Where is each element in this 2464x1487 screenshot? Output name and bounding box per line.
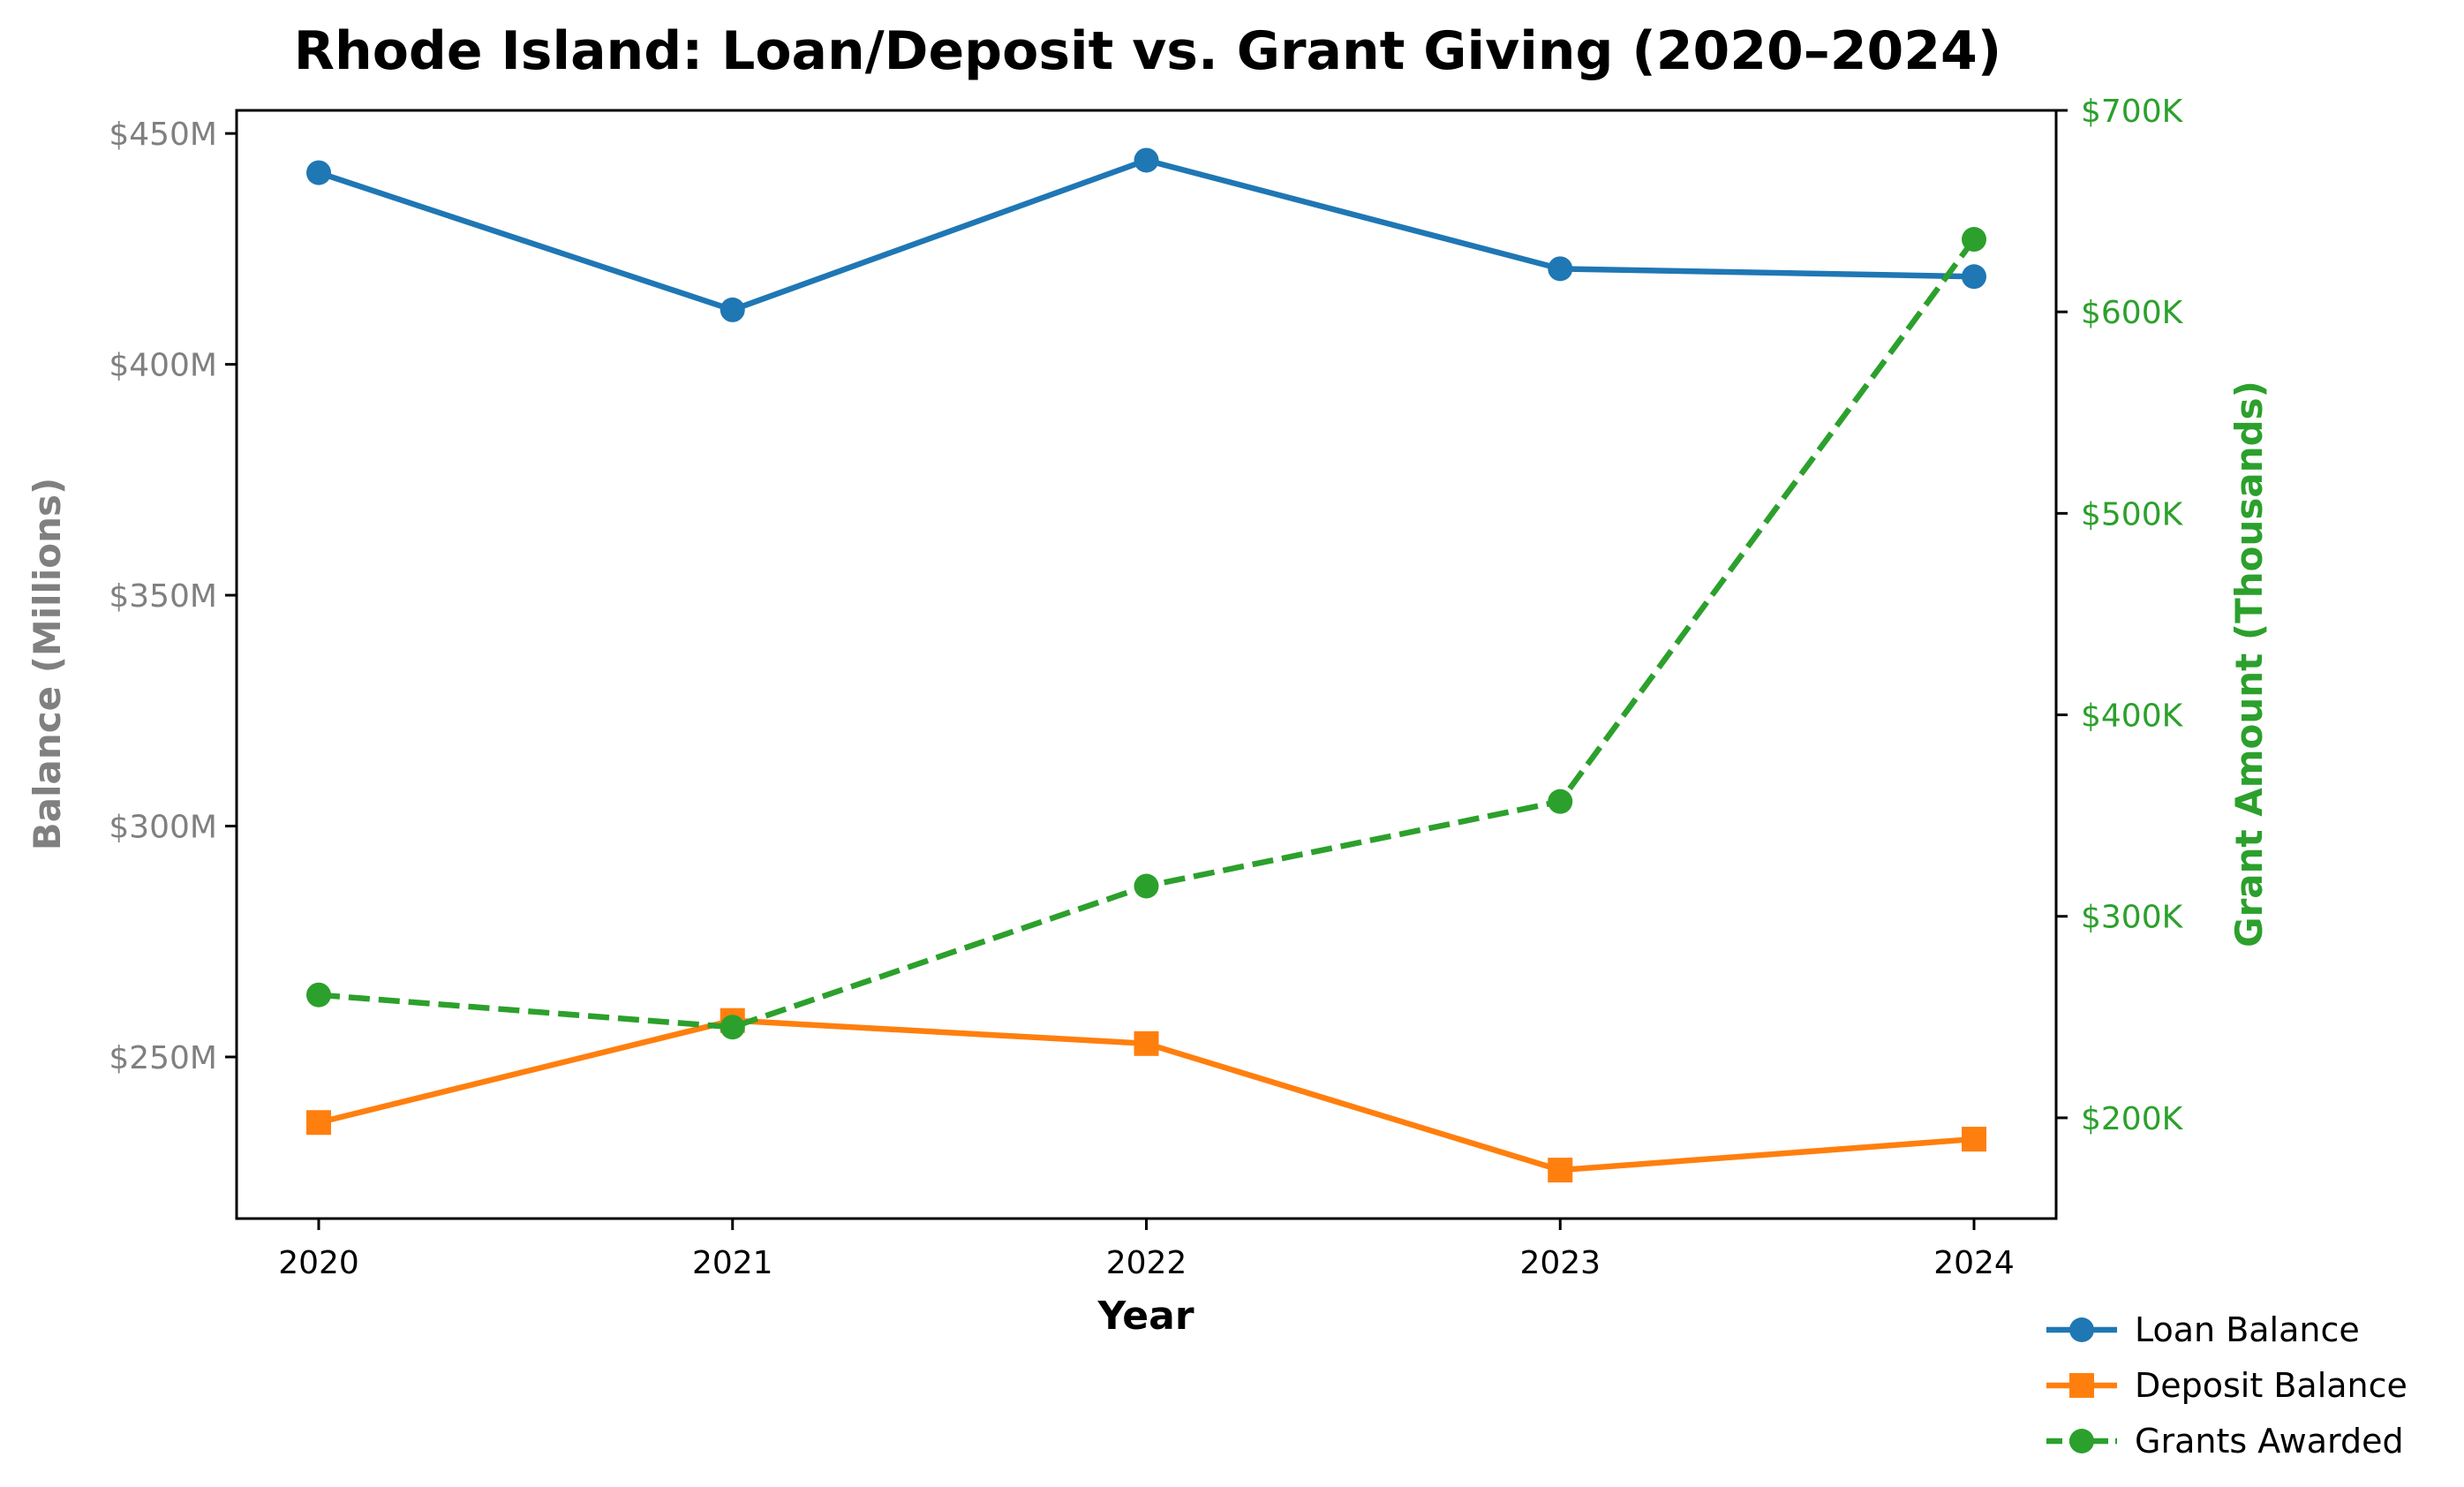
loan-balance-point xyxy=(306,160,331,185)
left-tick-label: $450M xyxy=(109,117,217,153)
grants-awarded-point xyxy=(1134,873,1159,899)
x-tick-label: 2023 xyxy=(1519,1245,1601,1281)
grants-awarded-point xyxy=(306,982,331,1008)
legend-item-deposit-balance: Deposit Balance xyxy=(2046,1366,2407,1405)
left-tick-label: $400M xyxy=(109,348,217,384)
right-axis-label: Grant Amount (Thousands) xyxy=(2227,381,2271,947)
loan-balance-point xyxy=(720,297,745,322)
left-tick-label: $350M xyxy=(109,578,217,615)
right-tick-label: $600K xyxy=(2081,295,2184,331)
loan-balance-point xyxy=(1962,264,1986,290)
legend: Loan Balance Deposit Balance Grants Awarde… xyxy=(2046,1310,2407,1461)
legend-marker xyxy=(2069,1373,2094,1398)
loan-balance-point xyxy=(1548,256,1573,282)
loan-balance-line xyxy=(317,157,1975,313)
left-tick-label: $250M xyxy=(109,1040,217,1076)
left-axis-label: Balance (Millions) xyxy=(26,478,69,851)
grants-awarded-point xyxy=(720,1015,745,1040)
right-tick-label: $700K xyxy=(2081,94,2184,130)
series-deposit-balance xyxy=(306,1008,1986,1183)
right-tick-label: $500K xyxy=(2081,496,2184,532)
x-tick-label: 2022 xyxy=(1106,1245,1187,1281)
grants-awarded-point xyxy=(1962,227,1986,253)
right-tick-label: $300K xyxy=(2081,900,2184,936)
loan-balance-point xyxy=(1134,147,1159,173)
grants-awarded-line xyxy=(318,238,1977,1030)
legend-label: Grants Awarded xyxy=(2135,1422,2404,1461)
legend-label: Deposit Balance xyxy=(2135,1366,2407,1405)
x-tick-label: 2021 xyxy=(692,1245,773,1281)
x-axis-label: Year xyxy=(1096,1294,1194,1339)
legend-item-loan-balance: Loan Balance xyxy=(2046,1310,2360,1349)
x-tick-label: 2024 xyxy=(1933,1245,2015,1281)
right-axis: $200K $300K $400K $500K $600K $700K xyxy=(2056,94,2184,1137)
chart-title: Rhode Island: Loan/Deposit vs. Grant Giv… xyxy=(294,20,2001,82)
deposit-balance-point xyxy=(306,1110,331,1136)
right-tick-label: $200K xyxy=(2081,1101,2184,1137)
legend-marker xyxy=(2069,1429,2094,1453)
left-axis: $250M $300M $350M $400M $450M xyxy=(109,117,237,1076)
series-grants-awarded xyxy=(306,227,1986,1040)
legend-label: Loan Balance xyxy=(2135,1310,2360,1349)
deposit-balance-point xyxy=(1962,1127,1986,1152)
series-lines xyxy=(306,147,1986,1183)
deposit-balance-point xyxy=(1134,1030,1159,1056)
deposit-balance-point xyxy=(1548,1158,1573,1183)
x-tick-label: 2020 xyxy=(278,1245,359,1281)
legend-marker xyxy=(2069,1317,2094,1342)
x-axis: 2020 2021 2022 2023 2024 xyxy=(278,1219,2015,1281)
right-tick-label: $400K xyxy=(2081,698,2184,735)
series-loan-balance xyxy=(306,147,1986,322)
left-tick-label: $300M xyxy=(109,810,217,846)
legend-item-grants-awarded: Grants Awarded xyxy=(2046,1422,2404,1461)
grants-awarded-point xyxy=(1548,789,1573,814)
